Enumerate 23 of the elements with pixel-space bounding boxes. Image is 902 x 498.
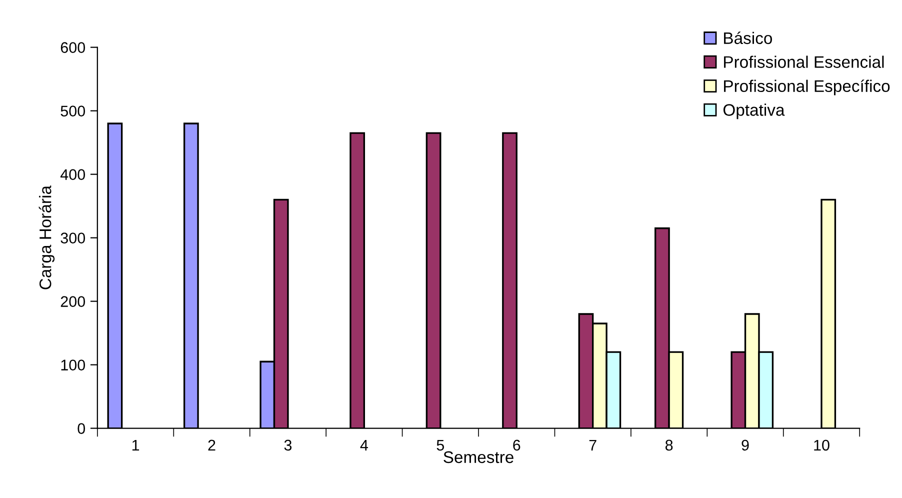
y-tick-label: 500 <box>60 106 86 116</box>
y-tick-label: 600 <box>60 42 86 53</box>
x-tick-label: 1 <box>132 440 140 450</box>
legend-label: Básico <box>724 32 772 44</box>
x-tick-label: 5 <box>436 440 444 451</box>
y-tick-label: 400 <box>60 169 86 180</box>
x-tick-label: 3 <box>284 440 292 451</box>
x-tick-label: 10 <box>814 440 830 451</box>
x-tick-label: 6 <box>513 440 520 451</box>
x-tick-label: 9 <box>742 440 749 451</box>
y-tick-label: 300 <box>60 232 86 244</box>
x-tick-label: 2 <box>208 440 216 450</box>
x-tick-label: 7 <box>589 440 596 450</box>
legend-label: Profissional Essencial <box>724 56 884 68</box>
y-tick-label: 100 <box>61 360 86 370</box>
legend-label: Profissional Específico <box>724 80 890 96</box>
x-tick-label: 4 <box>360 440 368 450</box>
y-tick-label: 0 <box>78 423 86 434</box>
x-tick-label: 8 <box>665 440 673 451</box>
y-axis-title: Carga Horária <box>38 185 55 290</box>
x-axis-title: Semestre <box>444 451 514 464</box>
y-tick-label: 200 <box>60 296 86 307</box>
legend-label: Optativa <box>723 104 785 120</box>
